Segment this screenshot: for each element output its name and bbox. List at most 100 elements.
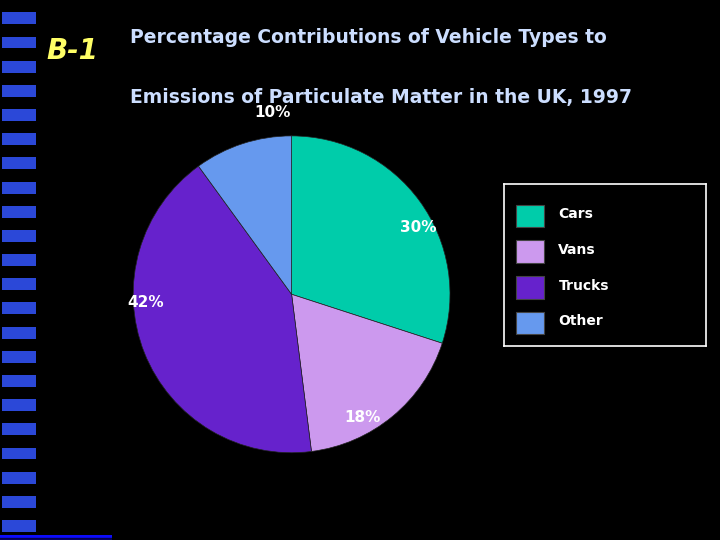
- Text: 10%: 10%: [254, 105, 291, 120]
- Bar: [2, 327, 36, 339]
- Wedge shape: [292, 136, 450, 343]
- Text: Emissions of Particulate Matter in the UK, 1997: Emissions of Particulate Matter in the U…: [130, 87, 632, 107]
- Bar: [2, 158, 36, 170]
- Bar: [0, 536, 112, 539]
- Bar: [0, 537, 112, 540]
- Bar: [0, 537, 112, 540]
- Bar: [0, 535, 112, 538]
- Bar: [0, 537, 112, 539]
- Bar: [0, 536, 112, 538]
- Bar: [0, 537, 112, 540]
- Bar: [0, 535, 112, 537]
- Bar: [0, 535, 112, 538]
- Bar: [0, 535, 112, 538]
- Bar: [0, 535, 112, 538]
- Bar: [0, 536, 112, 538]
- Bar: [0, 536, 112, 539]
- Bar: [0, 536, 112, 538]
- Bar: [0, 537, 112, 540]
- Bar: [0, 535, 112, 538]
- Bar: [0, 537, 112, 540]
- Bar: [0, 536, 112, 538]
- Bar: [0, 536, 112, 539]
- Bar: [0, 536, 112, 539]
- Bar: [0, 536, 112, 538]
- Bar: [0, 536, 112, 539]
- Bar: [0, 536, 112, 538]
- Bar: [0, 536, 112, 539]
- Bar: [0, 535, 112, 538]
- Bar: [2, 37, 36, 49]
- Bar: [0, 537, 112, 540]
- Bar: [0, 537, 112, 540]
- Bar: [0, 536, 112, 538]
- Bar: [0, 535, 112, 538]
- Bar: [0, 536, 112, 539]
- Bar: [516, 240, 544, 263]
- Bar: [0, 537, 112, 539]
- Text: B-1: B-1: [47, 37, 99, 65]
- Bar: [0, 535, 112, 538]
- Bar: [0, 537, 112, 539]
- Bar: [0, 535, 112, 538]
- Bar: [0, 535, 112, 537]
- Bar: [0, 537, 112, 539]
- Bar: [0, 535, 112, 538]
- Bar: [0, 535, 112, 538]
- Bar: [0, 535, 112, 537]
- Bar: [0, 537, 112, 539]
- Bar: [0, 536, 112, 539]
- Text: Trucks: Trucks: [559, 279, 609, 293]
- Bar: [0, 537, 112, 539]
- Bar: [0, 536, 112, 538]
- Bar: [0, 537, 112, 539]
- Bar: [0, 536, 112, 538]
- Bar: [0, 537, 112, 539]
- Text: 18%: 18%: [345, 410, 381, 426]
- Bar: [0, 536, 112, 538]
- Bar: [0, 535, 112, 538]
- Bar: [0, 537, 112, 539]
- Bar: [0, 536, 112, 538]
- Bar: [0, 536, 112, 539]
- Bar: [0, 535, 112, 538]
- Bar: [0, 537, 112, 539]
- Bar: [0, 536, 112, 539]
- Bar: [0, 537, 112, 539]
- Bar: [0, 535, 112, 537]
- Bar: [0, 536, 112, 538]
- Bar: [0, 536, 112, 539]
- Bar: [0, 535, 112, 538]
- Bar: [0, 536, 112, 538]
- Bar: [0, 535, 112, 538]
- Bar: [0, 536, 112, 538]
- Bar: [0, 535, 112, 537]
- Bar: [2, 471, 36, 483]
- Bar: [0, 537, 112, 539]
- Bar: [0, 537, 112, 540]
- Bar: [2, 496, 36, 508]
- Bar: [0, 536, 112, 538]
- Bar: [0, 535, 112, 538]
- Bar: [0, 535, 112, 538]
- Bar: [0, 537, 112, 540]
- Bar: [0, 537, 112, 540]
- Bar: [2, 85, 36, 97]
- Bar: [0, 536, 112, 539]
- Bar: [0, 536, 112, 539]
- Bar: [0, 536, 112, 539]
- Bar: [0, 537, 112, 539]
- Text: 30%: 30%: [400, 220, 436, 235]
- Bar: [0, 537, 112, 540]
- Bar: [2, 206, 36, 218]
- Bar: [0, 536, 112, 538]
- Bar: [0, 535, 112, 537]
- Bar: [0, 535, 112, 538]
- Bar: [0, 537, 112, 540]
- Bar: [0, 535, 112, 538]
- Bar: [0, 535, 112, 537]
- Bar: [0, 537, 112, 540]
- Bar: [0, 537, 112, 539]
- Bar: [0, 535, 112, 538]
- Bar: [0, 535, 112, 538]
